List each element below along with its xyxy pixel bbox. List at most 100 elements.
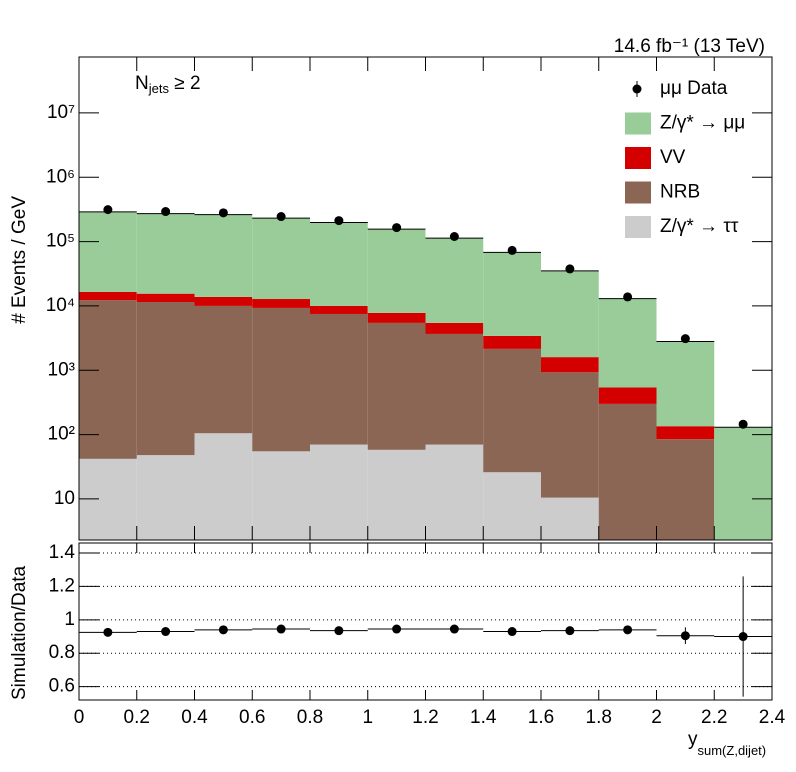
stack-segment <box>598 387 657 404</box>
plot-area <box>103 624 748 642</box>
data-point <box>449 231 459 241</box>
stack-segment <box>252 451 310 540</box>
y-tick-label: 10⁶ <box>46 166 75 187</box>
stack-segment <box>483 335 541 349</box>
x-tick-label: 1.6 <box>528 707 554 728</box>
stack-segment <box>541 357 599 373</box>
stack-segment <box>79 211 137 292</box>
x-tick-label: 1.2 <box>412 707 438 728</box>
x-tick-label: 1.4 <box>470 707 497 728</box>
legend-label: Z/γ* → ττ <box>660 216 739 237</box>
stack-segment <box>136 302 195 456</box>
stack-segment <box>136 293 195 303</box>
stack-segment <box>79 300 137 459</box>
data-point <box>392 223 402 233</box>
y-tick-label: 10⁷ <box>47 102 75 123</box>
x-tick-label: 2.2 <box>701 707 727 728</box>
y-tick-label: 1.4 <box>49 542 76 563</box>
y-tick-label: 10⁵ <box>46 231 75 252</box>
x-tick-label: 0.2 <box>124 707 150 728</box>
stack-segment <box>252 299 310 308</box>
stack-segment <box>194 214 253 297</box>
x-tick-label: 0.6 <box>239 707 265 728</box>
stack-segment <box>656 426 715 440</box>
stack-segment <box>367 229 426 313</box>
legend-swatch <box>625 216 651 238</box>
y-tick-label: 10⁴ <box>46 295 75 316</box>
stack-segment <box>425 238 484 323</box>
x-tick-label: 2 <box>651 707 662 728</box>
stack-segment <box>598 298 657 388</box>
legend-label: μμ Data <box>660 78 728 99</box>
njets-suffix: ≥ 2 <box>169 73 201 94</box>
y-tick-label: 10 <box>54 488 75 509</box>
data-point <box>276 212 286 222</box>
y-tick-label: 1 <box>64 609 75 630</box>
x-tick-label: 1 <box>362 707 373 728</box>
legend-label: Z/γ* → μμ <box>660 113 745 134</box>
stack-segment <box>656 341 715 427</box>
legend-label: NRB <box>660 182 700 203</box>
plot-area <box>79 205 772 540</box>
stack-segment <box>425 322 484 334</box>
stack-segment <box>541 497 599 540</box>
lumi-label: 14.6 fb⁻¹ (13 TeV) <box>614 36 765 57</box>
njets-base: N <box>135 73 149 94</box>
data-point <box>218 208 228 218</box>
x-tick-label: 1.8 <box>586 707 612 728</box>
stack-segment <box>136 213 195 294</box>
data-point <box>507 245 517 255</box>
y-tick-label: 10² <box>48 424 75 445</box>
x-tick-label: 0 <box>74 707 85 728</box>
stack-segment <box>194 296 253 306</box>
stack-segment <box>252 218 310 300</box>
stack-segment <box>136 455 195 540</box>
stack-segment <box>310 222 368 306</box>
stack-segment <box>541 270 599 358</box>
stack-segment <box>252 307 310 452</box>
stack-segment <box>310 444 368 540</box>
x-label-sub: sum(Z,dijet) <box>698 743 767 758</box>
stack-segment <box>367 322 426 450</box>
y-tick-label: 0.6 <box>49 676 75 697</box>
data-point <box>565 264 575 274</box>
frame <box>78 542 773 701</box>
x-label-base: y <box>688 729 698 750</box>
x-tick-label: 0.4 <box>181 707 208 728</box>
x-tick-label: 2.4 <box>759 707 786 728</box>
legend-swatch <box>625 181 651 204</box>
legend-swatch <box>625 112 651 135</box>
stack-segment <box>598 403 657 540</box>
stack-segment <box>425 444 484 540</box>
frame <box>78 56 773 541</box>
data-point <box>334 216 344 226</box>
x-axis-label: ysum(Z,dijet) <box>688 729 766 758</box>
data-point <box>680 334 690 344</box>
legend-swatch <box>625 147 651 169</box>
ratio-y-axis-label: Simulation/Data <box>9 565 30 700</box>
y-tick-label: 10³ <box>48 359 75 380</box>
stack-segment <box>656 439 715 540</box>
stack-segment <box>541 372 599 498</box>
stack-segment <box>310 313 368 445</box>
stack-segment <box>714 427 772 540</box>
stack-segment <box>483 472 541 540</box>
legend-label: VV <box>660 147 686 168</box>
data-point <box>161 207 171 217</box>
y-tick-label: 0.8 <box>49 642 75 663</box>
stack-segment <box>194 433 253 540</box>
stack-segment <box>425 333 484 445</box>
data-point <box>623 292 633 302</box>
stack-segment <box>79 291 137 301</box>
stack-segment <box>367 312 426 323</box>
njets-sub: jets <box>148 81 170 96</box>
x-tick-label: 0.8 <box>297 707 323 728</box>
data-point <box>103 205 113 215</box>
stack-segment <box>483 348 541 473</box>
stack-segment <box>367 449 426 540</box>
y-axis-label: # Events / GeV <box>9 196 30 324</box>
stack-segment <box>194 305 253 434</box>
stack-segment <box>483 252 541 336</box>
